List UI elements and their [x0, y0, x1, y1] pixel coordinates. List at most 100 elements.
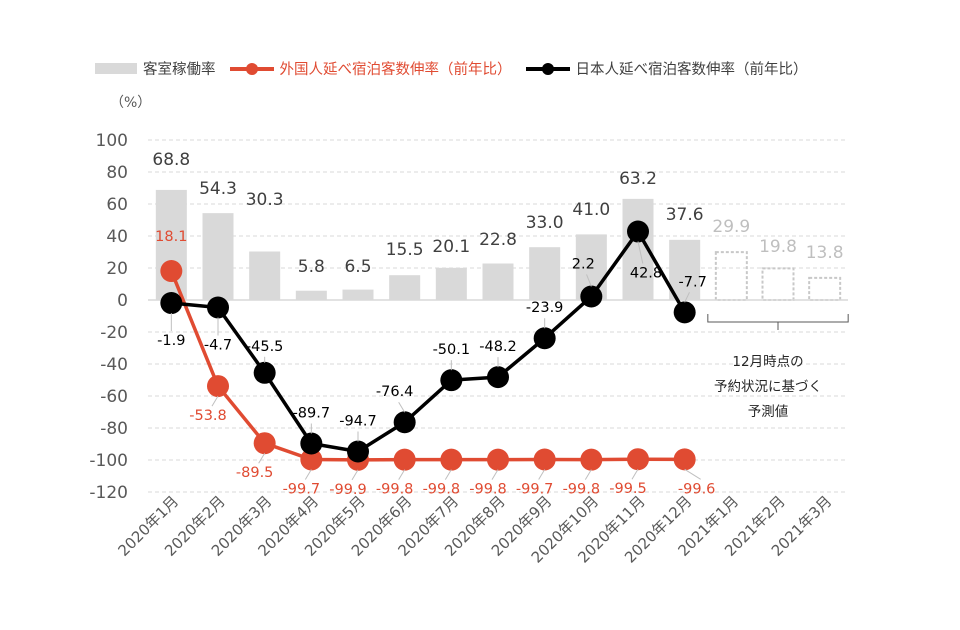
y-tick-label: -120 [89, 483, 128, 503]
legend-label-japanese: 日本人延べ宿泊客数伸率（前年比） [575, 62, 808, 78]
foreign-point [673, 448, 696, 471]
japanese-point [347, 440, 369, 463]
y-axis-unit: （%） [110, 95, 152, 111]
japanese-leader [586, 274, 592, 287]
projection-note-line-3: 予測値 [747, 404, 789, 420]
projection-bracket [707, 314, 849, 330]
japanese-point [533, 327, 556, 350]
japanese-label: -23.9 [526, 300, 564, 316]
legend-label-occupancy: 客室稼働率 [143, 62, 216, 78]
japanese-label: -94.7 [339, 414, 377, 430]
bar-label: 37.6 [666, 205, 704, 225]
japanese-label: -4.7 [204, 338, 232, 354]
bar-label: 20.1 [432, 237, 470, 257]
bar [435, 267, 467, 300]
bar-label: 29.9 [712, 217, 750, 237]
y-tick-label: 20 [106, 259, 128, 279]
foreign-point [253, 432, 276, 455]
foreign-point [580, 448, 603, 471]
japanese-line [171, 229, 687, 454]
foreign-point [207, 375, 229, 398]
japanese-label: -48.2 [479, 339, 517, 355]
bar [482, 263, 514, 300]
bar-projected [714, 251, 748, 302]
projection-note: 12月時点の 予約状況に基づく 予測値 [708, 350, 828, 425]
japanese-point [627, 220, 649, 243]
bar [342, 289, 374, 300]
japanese-label: 2.2 [572, 256, 595, 272]
y-tick-label: -100 [89, 451, 128, 471]
bar [295, 290, 327, 300]
legend-item-occupancy: 客室稼働率 [95, 58, 216, 79]
foreign-leader [304, 469, 312, 480]
foreign-leader [351, 469, 359, 481]
y-tick-label: 100 [96, 131, 128, 151]
foreign-leader [211, 395, 219, 407]
bar-label: 68.8 [152, 150, 190, 170]
legend-swatch-occupancy [95, 63, 137, 74]
bar-label: 5.8 [298, 257, 325, 277]
japanese-label: 42.8 [630, 266, 662, 282]
foreign-leader [631, 468, 639, 480]
foreign-leader [538, 469, 546, 480]
projection-note-line-2: 予約状況に基づく [714, 379, 822, 395]
bar-label: 33.0 [526, 213, 564, 233]
bar-label: 15.5 [386, 240, 424, 260]
bar-label: 41.0 [572, 200, 610, 220]
bar [529, 247, 561, 300]
foreign-label: -53.8 [189, 408, 227, 424]
japanese-point [440, 369, 463, 392]
japanese-point [393, 411, 416, 434]
foreign-leader [444, 469, 452, 480]
japanese-leader [398, 401, 406, 413]
japanese-point [207, 296, 229, 319]
legend-label-foreign: 外国人延べ宿泊客数伸率（前年比） [279, 62, 512, 78]
foreign-point [160, 260, 183, 283]
japanese-point [160, 292, 183, 315]
japanese-point [300, 432, 323, 455]
y-tick-label: -80 [100, 419, 128, 439]
foreign-label: -99.8 [469, 482, 507, 498]
foreign-point [440, 448, 463, 471]
foreign-label: -89.5 [236, 465, 274, 481]
foreign-leader [258, 452, 266, 464]
legend-item-foreign: 外国人延べ宿泊客数伸率（前年比） [229, 58, 512, 79]
japanese-label: -50.1 [433, 342, 471, 358]
foreign-leader [684, 468, 701, 480]
bar-label: 30.3 [246, 190, 284, 210]
foreign-label: -99.6 [678, 481, 716, 497]
japanese-label: -76.4 [376, 384, 414, 400]
bar-label: 63.2 [619, 169, 657, 189]
bar [202, 213, 234, 300]
y-tick-label: 40 [106, 227, 128, 247]
y-tick-label: -60 [100, 387, 128, 407]
legend: 客室稼働率 外国人延べ宿泊客数伸率（前年比） 日本人延べ宿泊客数伸率（前年比） [95, 58, 822, 79]
foreign-label: -99.8 [376, 482, 414, 498]
legend-swatch-foreign [229, 62, 274, 75]
projection-note-line-1: 12月時点の [732, 354, 804, 370]
foreign-point [300, 448, 323, 471]
legend-item-japanese: 日本人延べ宿泊客数伸率（前年比） [525, 58, 808, 79]
foreign-point [627, 448, 649, 471]
japanese-leader [684, 292, 690, 303]
bar-label: 54.3 [199, 179, 237, 199]
japanese-label: -7.7 [679, 274, 707, 290]
y-tick-label: -40 [100, 355, 128, 375]
foreign-label: -99.9 [329, 482, 367, 498]
foreign-label: -99.8 [423, 482, 461, 498]
japanese-label: -45.5 [246, 339, 284, 355]
japanese-label: -89.7 [293, 406, 331, 422]
legend-swatch-japanese [525, 62, 570, 75]
foreign-point [533, 448, 556, 471]
bar-label: 22.8 [479, 230, 517, 250]
bar-projected [808, 276, 842, 302]
foreign-label: -99.7 [516, 482, 554, 498]
y-tick-label: 60 [106, 195, 128, 215]
foreign-label: -99.7 [283, 482, 321, 498]
bar [389, 275, 421, 300]
foreign-label: 18.1 [155, 229, 187, 245]
foreign-leader [491, 469, 499, 480]
japanese-point [673, 301, 696, 324]
bar-label: 6.5 [344, 257, 371, 277]
